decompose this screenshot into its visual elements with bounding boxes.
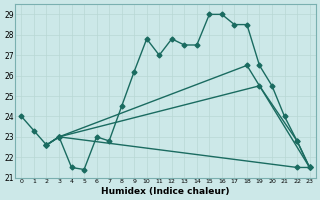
X-axis label: Humidex (Indice chaleur): Humidex (Indice chaleur): [101, 187, 230, 196]
